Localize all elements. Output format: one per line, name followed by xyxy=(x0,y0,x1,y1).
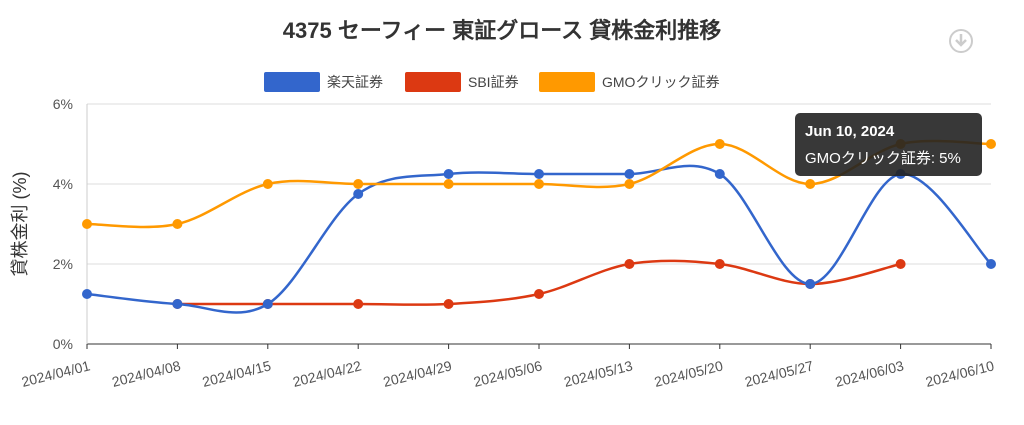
data-point[interactable] xyxy=(534,169,544,179)
data-point[interactable] xyxy=(353,189,364,199)
data-point[interactable] xyxy=(714,259,725,269)
series-0 xyxy=(82,164,996,314)
data-point[interactable] xyxy=(534,179,544,189)
x-tick-label: 2024/04/15 xyxy=(201,357,273,390)
legend: 楽天証券 SBI証券 GMOクリック証券 xyxy=(264,72,719,92)
data-point[interactable] xyxy=(353,299,364,309)
x-tick-label: 2024/05/13 xyxy=(562,357,634,390)
x-tick-label: 2024/05/20 xyxy=(653,357,725,390)
data-point[interactable] xyxy=(262,179,273,189)
data-point[interactable] xyxy=(624,259,635,269)
data-point[interactable] xyxy=(895,259,906,269)
y-tick-label: 0% xyxy=(53,336,73,352)
x-tick-label: 2024/05/06 xyxy=(472,357,544,390)
y-tick-label: 2% xyxy=(53,256,73,272)
y-axis-label: 貸株金利 (%) xyxy=(10,172,30,277)
x-tick-label: 2024/04/29 xyxy=(381,357,453,390)
x-tick-label: 2024/04/22 xyxy=(291,357,363,390)
x-tick-label: 2024/04/08 xyxy=(110,357,182,390)
data-point[interactable] xyxy=(986,139,996,149)
data-point[interactable] xyxy=(82,219,92,229)
legend-label[interactable]: 楽天証券 xyxy=(327,74,383,90)
y-tick-label: 4% xyxy=(53,176,73,192)
data-point[interactable] xyxy=(624,179,635,189)
legend-label[interactable]: GMOクリック証券 xyxy=(602,74,719,90)
legend-swatch[interactable] xyxy=(264,72,320,92)
data-point[interactable] xyxy=(805,279,816,289)
x-tick-label: 2024/04/01 xyxy=(20,357,92,390)
data-point[interactable] xyxy=(262,299,273,309)
y-tick-label: 6% xyxy=(53,96,73,112)
data-point[interactable] xyxy=(986,259,996,269)
tooltip: Jun 10, 2024 GMOクリック証券: 5% xyxy=(795,113,982,176)
legend-swatch[interactable] xyxy=(405,72,461,92)
x-tick-label: 2024/05/27 xyxy=(743,357,815,390)
legend-swatch[interactable] xyxy=(539,72,595,92)
tooltip-title: Jun 10, 2024 xyxy=(805,123,895,140)
series-1 xyxy=(172,259,906,309)
download-icon[interactable] xyxy=(949,29,973,53)
data-point[interactable] xyxy=(172,219,183,229)
tooltip-text: GMOクリック証券: 5% xyxy=(805,150,961,167)
chart-title: 4375 セーフィー 東証グロース 貸株金利推移 xyxy=(283,18,721,43)
data-point[interactable] xyxy=(534,289,544,299)
data-point[interactable] xyxy=(443,179,454,189)
data-point[interactable] xyxy=(82,289,92,299)
data-point[interactable] xyxy=(172,299,183,309)
x-tick-label: 2024/06/03 xyxy=(833,357,905,390)
x-tick-label: 2024/06/10 xyxy=(924,357,996,390)
data-point[interactable] xyxy=(443,169,454,179)
data-point[interactable] xyxy=(624,169,635,179)
data-point[interactable] xyxy=(805,179,816,189)
data-point[interactable] xyxy=(443,299,454,309)
data-point[interactable] xyxy=(714,139,725,149)
series-line xyxy=(86,164,992,314)
data-point[interactable] xyxy=(714,169,725,179)
legend-label[interactable]: SBI証券 xyxy=(468,74,519,90)
data-point[interactable] xyxy=(353,179,364,189)
